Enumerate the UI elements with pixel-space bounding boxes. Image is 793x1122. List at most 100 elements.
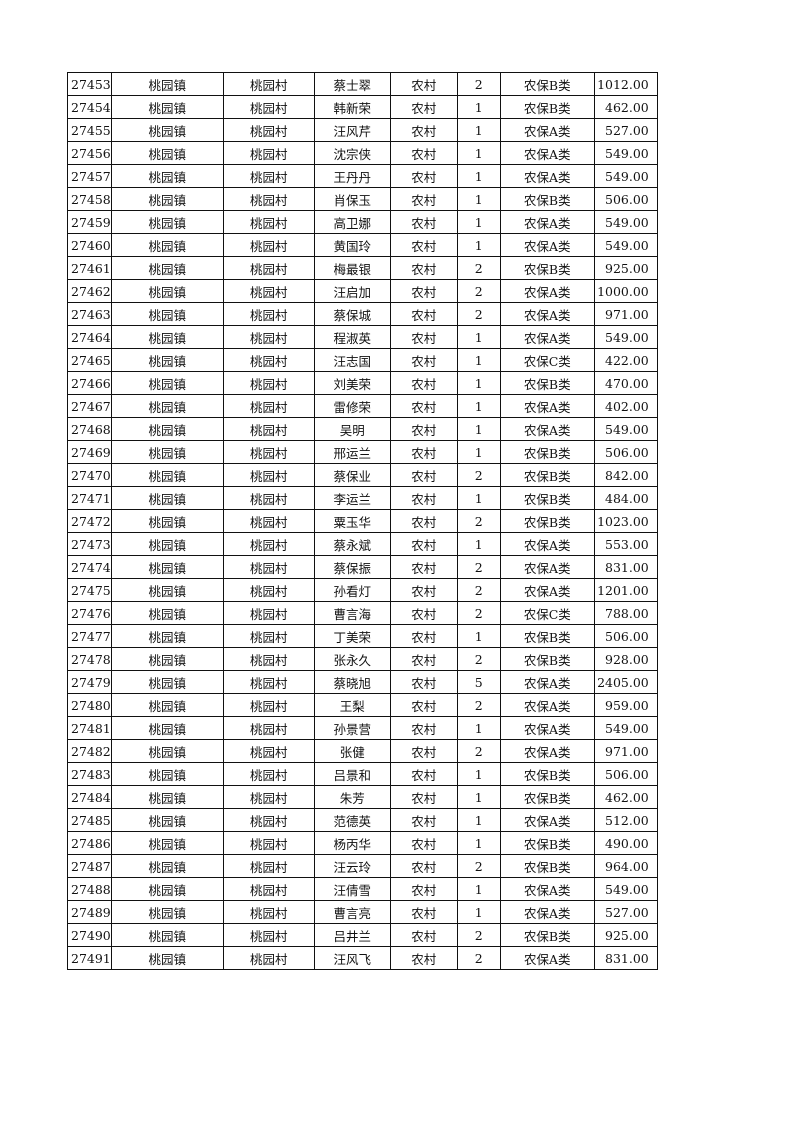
amount-cell: 1023.00 bbox=[593, 509, 658, 533]
table-row: 27463 桃园镇 桃园村 蔡保城 农村 2 农保A类 971.00 bbox=[67, 302, 658, 326]
household-count-cell: 1 bbox=[456, 394, 501, 418]
area-type-cell: 农村 bbox=[389, 463, 458, 487]
village-cell: 桃园村 bbox=[222, 371, 315, 395]
town-cell: 桃园镇 bbox=[110, 394, 224, 418]
village-cell: 桃园村 bbox=[222, 762, 315, 786]
town-cell: 桃园镇 bbox=[110, 302, 224, 326]
insurance-category-cell: 农保A类 bbox=[499, 900, 595, 924]
record-id-cell: 27480 bbox=[67, 693, 112, 717]
village-cell: 桃园村 bbox=[222, 141, 315, 165]
amount-cell: 549.00 bbox=[593, 164, 658, 188]
area-type-cell: 农村 bbox=[389, 371, 458, 395]
table-row: 27482 桃园镇 桃园村 张健 农村 2 农保A类 971.00 bbox=[67, 739, 658, 763]
amount-cell: 402.00 bbox=[593, 394, 658, 418]
household-count-cell: 2 bbox=[456, 578, 501, 602]
person-name-cell: 汪风芹 bbox=[313, 118, 391, 142]
household-count-cell: 1 bbox=[456, 325, 501, 349]
town-cell: 桃园镇 bbox=[110, 693, 224, 717]
town-cell: 桃园镇 bbox=[110, 463, 224, 487]
town-cell: 桃园镇 bbox=[110, 762, 224, 786]
person-name-cell: 蔡永斌 bbox=[313, 532, 391, 556]
village-cell: 桃园村 bbox=[222, 670, 315, 694]
amount-cell: 506.00 bbox=[593, 440, 658, 464]
insurance-category-cell: 农保A类 bbox=[499, 877, 595, 901]
town-cell: 桃园镇 bbox=[110, 877, 224, 901]
area-type-cell: 农村 bbox=[389, 739, 458, 763]
table-row: 27470 桃园镇 桃园村 蔡保业 农村 2 农保B类 842.00 bbox=[67, 463, 658, 487]
person-name-cell: 汪云玲 bbox=[313, 854, 391, 878]
village-cell: 桃园村 bbox=[222, 509, 315, 533]
amount-cell: 925.00 bbox=[593, 256, 658, 280]
insurance-category-cell: 农保A类 bbox=[499, 716, 595, 740]
area-type-cell: 农村 bbox=[389, 785, 458, 809]
insurance-category-cell: 农保B类 bbox=[499, 509, 595, 533]
area-type-cell: 农村 bbox=[389, 808, 458, 832]
village-cell: 桃园村 bbox=[222, 233, 315, 257]
village-cell: 桃园村 bbox=[222, 325, 315, 349]
household-count-cell: 1 bbox=[456, 624, 501, 648]
village-cell: 桃园村 bbox=[222, 555, 315, 579]
table-row: 27483 桃园镇 桃园村 吕景和 农村 1 农保B类 506.00 bbox=[67, 762, 658, 786]
village-cell: 桃园村 bbox=[222, 417, 315, 441]
table-body: 27453 桃园镇 桃园村 蔡士翠 农村 2 农保B类 1012.00 27454 桃园镇 桃园村韩… bbox=[67, 72, 658, 970]
insurance-category-cell: 农保B类 bbox=[499, 923, 595, 947]
household-count-cell: 1 bbox=[456, 762, 501, 786]
town-cell: 桃园镇 bbox=[110, 417, 224, 441]
table-row: 27456 桃园镇 桃园村 沈宗侠 农村 1 农保A类 549.00 bbox=[67, 141, 658, 165]
amount-cell: 549.00 bbox=[593, 141, 658, 165]
insurance-category-cell: 农保A类 bbox=[499, 808, 595, 832]
person-name-cell: 朱芳 bbox=[313, 785, 391, 809]
town-cell: 桃园镇 bbox=[110, 348, 224, 372]
town-cell: 桃园镇 bbox=[110, 831, 224, 855]
town-cell: 桃园镇 bbox=[110, 233, 224, 257]
table-row: 27481 桃园镇 桃园村 孙景营 农村 1 农保A类 549.00 bbox=[67, 716, 658, 740]
town-cell: 桃园镇 bbox=[110, 923, 224, 947]
person-name-cell: 韩新荣 bbox=[313, 95, 391, 119]
household-count-cell: 1 bbox=[456, 831, 501, 855]
amount-cell: 553.00 bbox=[593, 532, 658, 556]
record-id-cell: 27457 bbox=[67, 164, 112, 188]
area-type-cell: 农村 bbox=[389, 210, 458, 234]
town-cell: 桃园镇 bbox=[110, 509, 224, 533]
record-id-cell: 27486 bbox=[67, 831, 112, 855]
area-type-cell: 农村 bbox=[389, 256, 458, 280]
table-row: 27478 桃园镇 桃园村 张永久 农村 2 农保B类 928.00 bbox=[67, 647, 658, 671]
record-id-cell: 27461 bbox=[67, 256, 112, 280]
amount-cell: 1000.00 bbox=[593, 279, 658, 303]
town-cell: 桃园镇 bbox=[110, 716, 224, 740]
town-cell: 桃园镇 bbox=[110, 785, 224, 809]
town-cell: 桃园镇 bbox=[110, 325, 224, 349]
village-cell: 桃园村 bbox=[222, 624, 315, 648]
insurance-category-cell: 农保A类 bbox=[499, 578, 595, 602]
person-name-cell: 汪倩雪 bbox=[313, 877, 391, 901]
household-count-cell: 1 bbox=[456, 141, 501, 165]
village-cell: 桃园村 bbox=[222, 601, 315, 625]
household-count-cell: 1 bbox=[456, 877, 501, 901]
record-id-cell: 27454 bbox=[67, 95, 112, 119]
village-cell: 桃园村 bbox=[222, 187, 315, 211]
record-id-cell: 27462 bbox=[67, 279, 112, 303]
person-name-cell: 沈宗侠 bbox=[313, 141, 391, 165]
village-cell: 桃园村 bbox=[222, 164, 315, 188]
person-name-cell: 汪志国 bbox=[313, 348, 391, 372]
person-name-cell: 杨丙华 bbox=[313, 831, 391, 855]
town-cell: 桃园镇 bbox=[110, 601, 224, 625]
person-name-cell: 汪启加 bbox=[313, 279, 391, 303]
person-name-cell: 丁美荣 bbox=[313, 624, 391, 648]
table-row: 27490 桃园镇 桃园村 吕井兰 农村 2 农保B类 925.00 bbox=[67, 923, 658, 947]
area-type-cell: 农村 bbox=[389, 509, 458, 533]
record-id-cell: 27489 bbox=[67, 900, 112, 924]
town-cell: 桃园镇 bbox=[110, 95, 224, 119]
table-row: 27488 桃园镇 桃园村 汪倩雪 农村 1 农保A类 549.00 bbox=[67, 877, 658, 901]
household-count-cell: 2 bbox=[456, 72, 501, 96]
insurance-category-cell: 农保C类 bbox=[499, 601, 595, 625]
village-cell: 桃园村 bbox=[222, 95, 315, 119]
area-type-cell: 农村 bbox=[389, 302, 458, 326]
household-count-cell: 2 bbox=[456, 279, 501, 303]
area-type-cell: 农村 bbox=[389, 578, 458, 602]
household-count-cell: 1 bbox=[456, 164, 501, 188]
insurance-category-cell: 农保B类 bbox=[499, 486, 595, 510]
area-type-cell: 农村 bbox=[389, 141, 458, 165]
village-cell: 桃园村 bbox=[222, 72, 315, 96]
amount-cell: 788.00 bbox=[593, 601, 658, 625]
